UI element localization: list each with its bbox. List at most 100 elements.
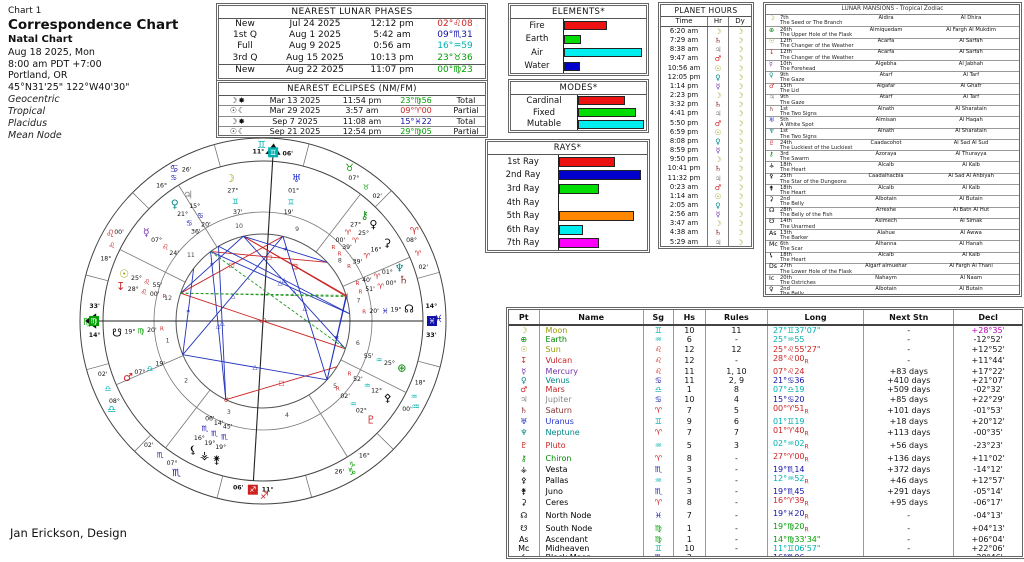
jupiter-icon: ♃ [520, 394, 528, 404]
chart-bar-area [563, 46, 646, 60]
planet-sign-icon: ♈ [363, 251, 370, 260]
aspect-glyph: △ [278, 279, 283, 287]
northnode-icon: ☊ [404, 302, 414, 315]
vesta-icon: ⚶ [520, 464, 528, 474]
retrograde-marker: R [804, 456, 809, 464]
aspect-glyph: △ [252, 363, 257, 371]
hour-ruler-moon-icon: ☽ [707, 27, 728, 37]
house-number: 9 [295, 226, 299, 233]
planet-table-row: ♆ Neptune ♈ 7 7 01°♈40R +113 days -00°35' [509, 426, 1022, 439]
chart-row: Mutable [511, 118, 646, 130]
planet-degree: 01° [288, 187, 299, 195]
planet-rules: - [705, 353, 768, 367]
planet-table-row: ⚴ Pallas ♒ 5-12°♒52R +46 days +12°57' [509, 473, 1022, 487]
mansion-ordinal: 9th [780, 94, 789, 101]
chart-bar-area [563, 19, 646, 33]
mansion-ordinal: 18th [780, 162, 792, 169]
vulcan-icon: ↧ [116, 280, 125, 293]
mansion-arabic-name: Al Kalb [962, 184, 980, 191]
chart-category: 6th Ray [506, 224, 540, 235]
planet-house: 1 [673, 385, 706, 395]
cusp-sign-icon: ♎ [105, 384, 112, 393]
hour-ruler-mars-icon: ♂ [707, 182, 728, 192]
chart-row: 3rd Ray [488, 182, 647, 196]
planet-longitude: 07°♎19 [772, 385, 805, 395]
mansion-arabic-name: Al Sarfah [959, 49, 983, 56]
mansion-name: Alnath [877, 128, 895, 135]
house-number: 4 [285, 412, 289, 419]
mansion-row: ♄ 1st Alnath Al Sharatain The Two Signs [766, 105, 1019, 117]
hour-time: 1:14 pm [669, 81, 699, 90]
col-nextstn: Next Stn [863, 310, 955, 326]
hour-ruler-venus-icon: ♀ [707, 72, 728, 82]
planet-hours-panel: PLANET HOURS Time Hr Dy 6:20 am ☽ ☽ 7:29 am… [658, 2, 754, 249]
sign-gem-icon: ♊ [654, 326, 662, 335]
cusp-minute-label: 06' [233, 485, 244, 492]
planet-table-row: ⊕ Earth ♒ 6-25°♒55- -12°52' [509, 335, 1022, 345]
day-ruler-moon-icon: ☽ [728, 237, 751, 246]
planet-sign-icon: ♎ [147, 364, 154, 373]
mercury-icon: ☿ [769, 60, 773, 68]
sign-aqu-icon: ♒ [654, 440, 662, 450]
chart-category: Water [524, 61, 550, 72]
planet-longitude: 12°♒52 [772, 473, 805, 483]
col-rules: Rules [705, 310, 768, 326]
planet-longitude: 14°♍33'34" [772, 534, 821, 544]
hour-ruler-jupiter-icon: ♃ [707, 45, 728, 55]
col-long: Long [767, 310, 865, 326]
day-ruler-moon-icon: ☽ [728, 91, 751, 101]
planet-declination: -12°52' [973, 335, 1003, 345]
eclipse-time: 12:54 pm [342, 127, 382, 136]
mansion-row: ⚶ 18th Alcalb Al Kalb The Heart [766, 161, 1019, 173]
house-number: 5 [333, 383, 337, 390]
planet-next-station: +18 days [863, 416, 955, 426]
col-dy: Dy [728, 17, 751, 26]
planet-rules: 7 [705, 426, 768, 439]
planet-hour-row: 9:47 am ♂ ☽ [661, 54, 751, 64]
eclipse-date: Mar 29 2025 [269, 106, 321, 116]
retrograde-marker: R [804, 478, 809, 486]
planet-minute: 39' [353, 258, 363, 265]
chart-time: 8:00 am PDT +7:00 [8, 58, 102, 70]
planet-table-row: ♄ Saturn ♈ 7 5 00°♈51R +101 days -01°53' [509, 403, 1022, 417]
aspect-line-mercury-mars [182, 268, 195, 355]
chart-category: Fire [529, 20, 545, 31]
house-cusp-line [165, 389, 211, 449]
day-ruler-moon-icon: ☽ [728, 146, 751, 156]
zodiac-leo-icon: ♌ [106, 229, 115, 240]
mansion-description: The Belly [780, 201, 804, 208]
earth-icon: ⊕ [397, 361, 406, 374]
planet-next-station: +113 days [863, 426, 955, 439]
mansion-ordinal: 28th [780, 207, 792, 214]
planet-house: 3 [673, 464, 706, 474]
planet-degree: 27° [227, 186, 238, 194]
hour-time: 3:32 pm [669, 100, 699, 109]
planet-minute: 52' [353, 376, 363, 383]
mansion-arabic-name: Al Tarf [962, 71, 980, 78]
aspect-line-jupiter-northnode [218, 245, 350, 315]
mansion-name: Algebha [875, 60, 897, 67]
chart-type: Natal Chart [8, 34, 73, 46]
eclipse-luminary-icon: ☉☾ [229, 106, 247, 116]
planet-declination: +12°52' [971, 344, 1005, 354]
planet-declination: -04°13' [973, 510, 1003, 520]
mansion-description: The Swarm [780, 156, 810, 163]
house-cusp-line [315, 193, 361, 253]
planet-longitude: 25°♒55 [772, 335, 805, 345]
sign-can-icon: ♋ [654, 376, 662, 385]
sign-leo-icon: ♌ [654, 355, 662, 365]
planet-hour-row: 1:14 am ☉ ☽ [661, 191, 751, 201]
eris-icon: ♀ [369, 218, 377, 231]
mansion-description: The Changer of the Weather [780, 54, 854, 61]
day-ruler-moon-icon: ☽ [728, 200, 751, 211]
chart-bar [559, 211, 634, 222]
planet-next-station: - [863, 325, 955, 336]
planet-table-row: ⚸Black Moon♏3-16°♏06--20°46' [509, 553, 1022, 556]
mansion-name: Alcalb [878, 252, 894, 259]
venus-icon: ♀ [520, 376, 527, 385]
sign-boundary [86, 363, 109, 371]
mansion-row: ⚳ 2nd Albotain Al Butain The Belly [766, 195, 1019, 208]
planet-next-station: +101 days [863, 403, 955, 417]
planet-name: Vulcan [539, 353, 644, 367]
